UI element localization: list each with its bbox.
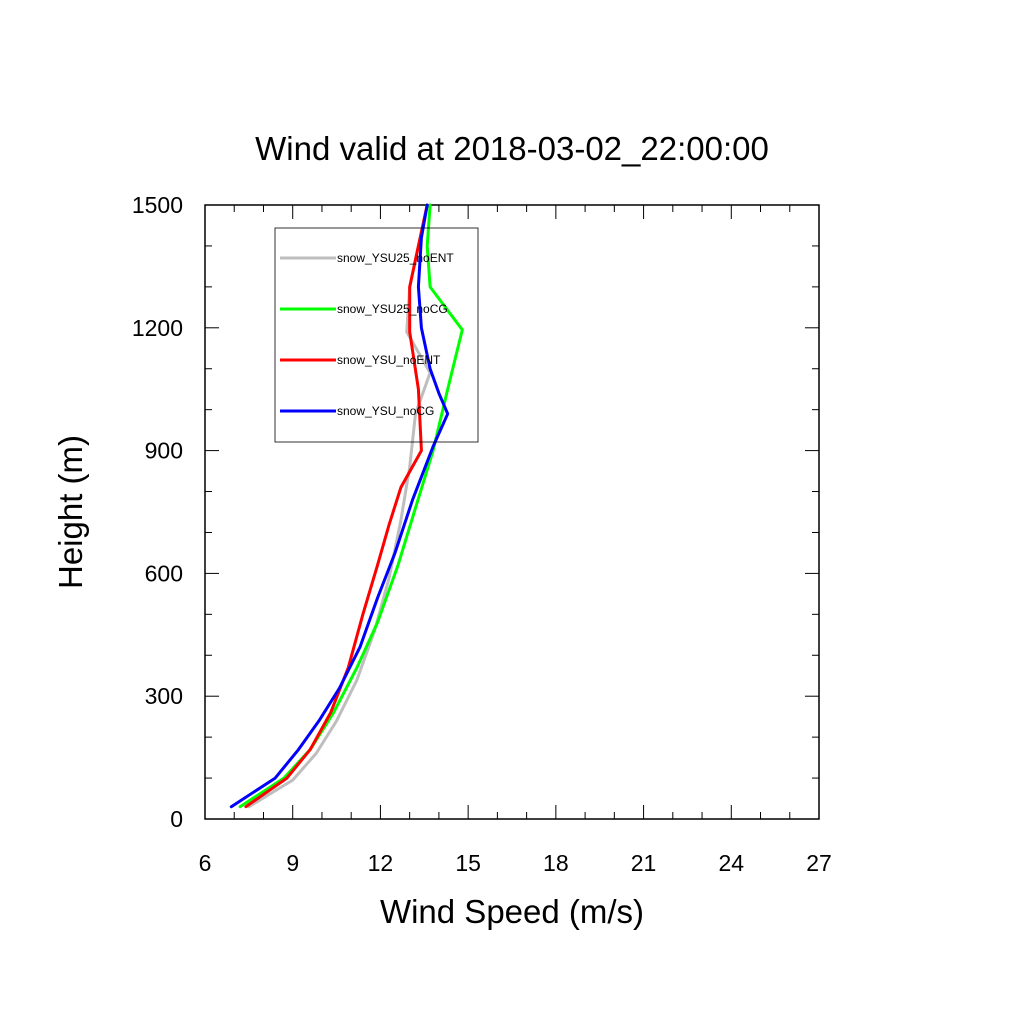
legend-label: snow_YSU_noENT — [337, 353, 441, 367]
series-line-snow_YSU_noENT — [244, 203, 429, 809]
x-tick-label: 24 — [718, 850, 744, 876]
chart-title: Wind valid at 2018-03-02_22:00:00 — [255, 130, 769, 167]
y-tick-label: 1500 — [132, 192, 183, 218]
y-tick-label: 300 — [145, 683, 183, 709]
series-line-snow_YSU_noCG — [229, 203, 450, 809]
x-axis-tick-labels: 6 9 12 15 18 21 24 27 — [199, 850, 832, 876]
y-axis-tick-labels: 0 300 600 900 1200 1500 — [132, 192, 183, 832]
y-tick-label: 900 — [145, 438, 183, 464]
y-tick-label: 1200 — [132, 315, 183, 341]
x-tick-label: 9 — [286, 850, 299, 876]
x-tick-label: 12 — [368, 850, 394, 876]
x-axis-title: Wind Speed (m/s) — [380, 893, 644, 930]
plot-area-frame — [204, 204, 820, 820]
legend-label: snow_YSU25_noCG — [337, 302, 448, 316]
x-tick-label: 18 — [543, 850, 569, 876]
x-axis-ticks — [204, 205, 820, 819]
y-tick-label: 600 — [145, 560, 183, 586]
x-tick-label: 27 — [806, 850, 832, 876]
legend-items: snow_YSU25_noENT snow_YSU25_noCG snow_YSU_… — [280, 251, 454, 418]
y-axis-ticks — [205, 204, 819, 820]
x-tick-label: 6 — [199, 850, 212, 876]
x-tick-label: 15 — [455, 850, 481, 876]
x-tick-label: 21 — [631, 850, 657, 876]
y-axis-title: Height (m) — [52, 435, 89, 589]
legend-box — [274, 227, 479, 443]
legend-label: snow_YSU25_noENT — [337, 251, 454, 265]
legend: snow_YSU25_noENT snow_YSU25_noCG snow_YSU_… — [274, 227, 479, 443]
series-layer — [229, 203, 464, 809]
y-tick-label: 0 — [170, 806, 183, 832]
legend-label: snow_YSU_noCG — [337, 404, 434, 418]
